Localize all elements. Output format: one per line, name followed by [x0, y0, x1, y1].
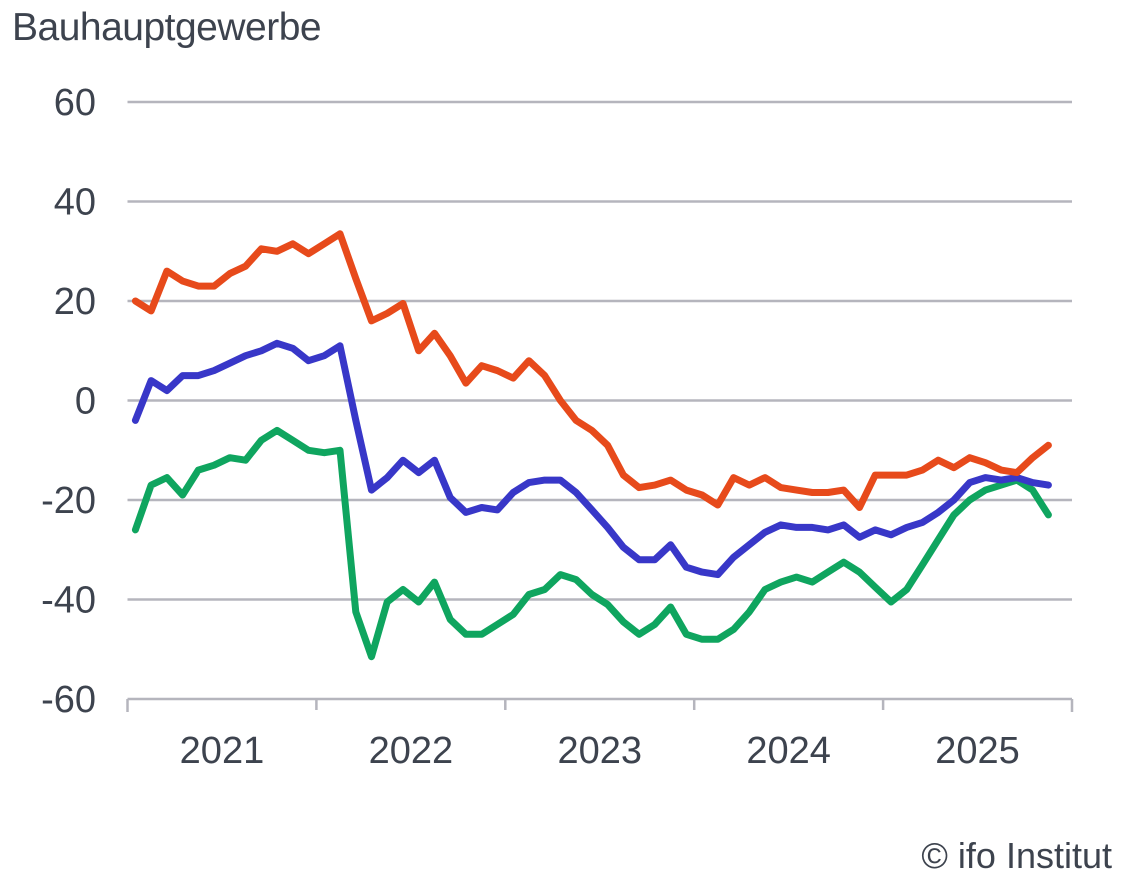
x-axis-tick-label-2021: 2021: [180, 730, 265, 772]
y-axis-tick-label--60: -60: [41, 679, 96, 721]
y-axis-tick-label-40: 40: [54, 182, 96, 224]
series-line-green: [131, 426, 1052, 661]
series-line-orange: [131, 230, 1052, 511]
y-axis-tick-label-20: 20: [54, 281, 96, 323]
x-axis-tick-label-2024: 2024: [746, 730, 831, 772]
x-axis-tick-label-2023: 2023: [557, 730, 642, 772]
chart-title: Bauhauptgewerbe: [12, 6, 322, 49]
y-axis-tick-label-60: 60: [54, 82, 96, 124]
y-axis-tick-label--20: -20: [41, 480, 96, 522]
x-axis-tick-label-2022: 2022: [369, 730, 454, 772]
y-axis-tick-label-0: 0: [75, 381, 96, 423]
x-axis-tick-label-2025: 2025: [935, 730, 1020, 772]
series-line-blue: [131, 339, 1052, 579]
y-axis-tick-label--40: -40: [41, 580, 96, 622]
attribution-text: © ifo Institut: [921, 835, 1112, 876]
